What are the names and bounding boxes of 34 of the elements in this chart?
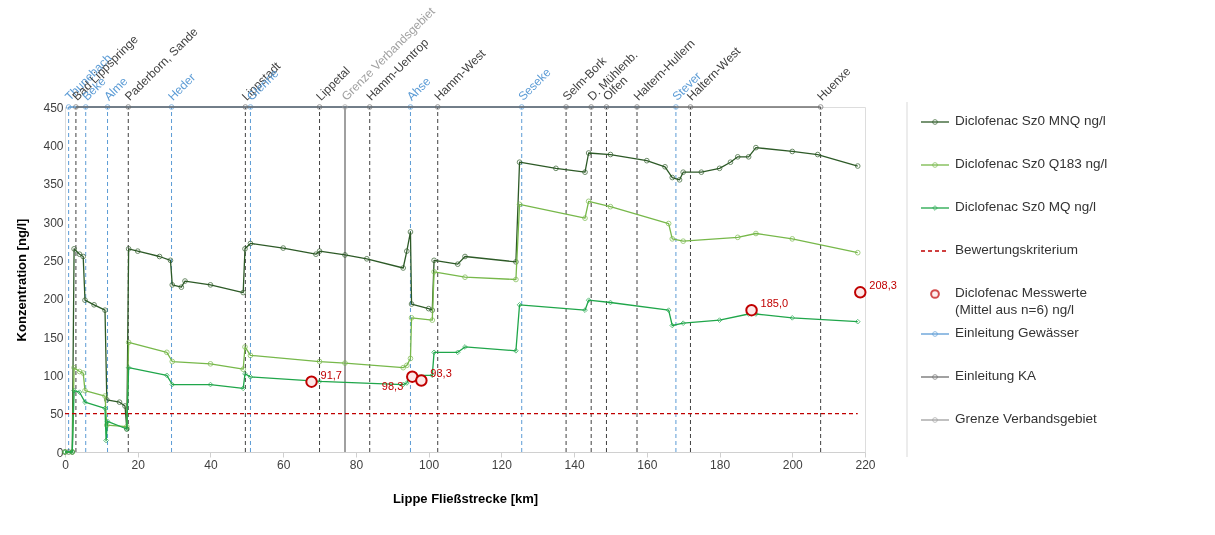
x-tick-label: 20: [131, 457, 146, 472]
legend-label: Einleitung Gewässer: [955, 325, 1080, 340]
y-tick-label: 200: [43, 292, 64, 307]
y-tick-label: 400: [43, 138, 64, 153]
y-tick-label: 0: [56, 445, 64, 460]
legend-label: Grenze Verbandsgebiet: [955, 411, 1098, 426]
x-tick-label: 220: [855, 457, 876, 472]
x-axis-title: Lippe Fließstrecke [km]: [392, 490, 539, 506]
x-tick-label: 100: [419, 457, 440, 472]
data-label: 208,3: [869, 279, 897, 292]
x-tick-label: 120: [491, 457, 513, 472]
x-tick-label: 180: [710, 457, 731, 472]
y-tick-label: 450: [43, 100, 64, 115]
y-axis-title: Konzentration [ng/l]: [14, 218, 30, 342]
y-tick-label: 250: [43, 253, 64, 268]
legend-label: Bewertungskriterium: [955, 242, 1079, 257]
x-tick-label: 160: [637, 457, 658, 472]
legend-label: Diclofenac Sz0 MQ ng/l: [955, 199, 1097, 214]
y-tick-label: 50: [50, 407, 64, 422]
legend-label: Einleitung KA: [955, 368, 1037, 383]
data-label: 91,7: [320, 368, 342, 381]
x-tick-label: 40: [204, 457, 218, 472]
y-tick-label: 300: [43, 215, 64, 230]
y-tick-label: 150: [43, 330, 64, 345]
legend-label: Diclofenac Messwerte (Mittel aus n=6) ng/l: [955, 285, 1088, 317]
x-tick-label: 80: [349, 457, 364, 472]
x-tick-label: 60: [277, 457, 291, 472]
x-tick-label: 200: [782, 457, 804, 472]
x-tick-label: 140: [564, 457, 585, 472]
y-tick-label: 100: [43, 368, 64, 383]
data-label: 185,0: [760, 297, 789, 310]
legend-label: Diclofenac Sz0 Q183 ng/l: [955, 156, 1108, 171]
legend-label: Diclofenac Sz0 MNQ ng/l: [955, 113, 1106, 128]
y-tick-label: 350: [43, 177, 64, 192]
